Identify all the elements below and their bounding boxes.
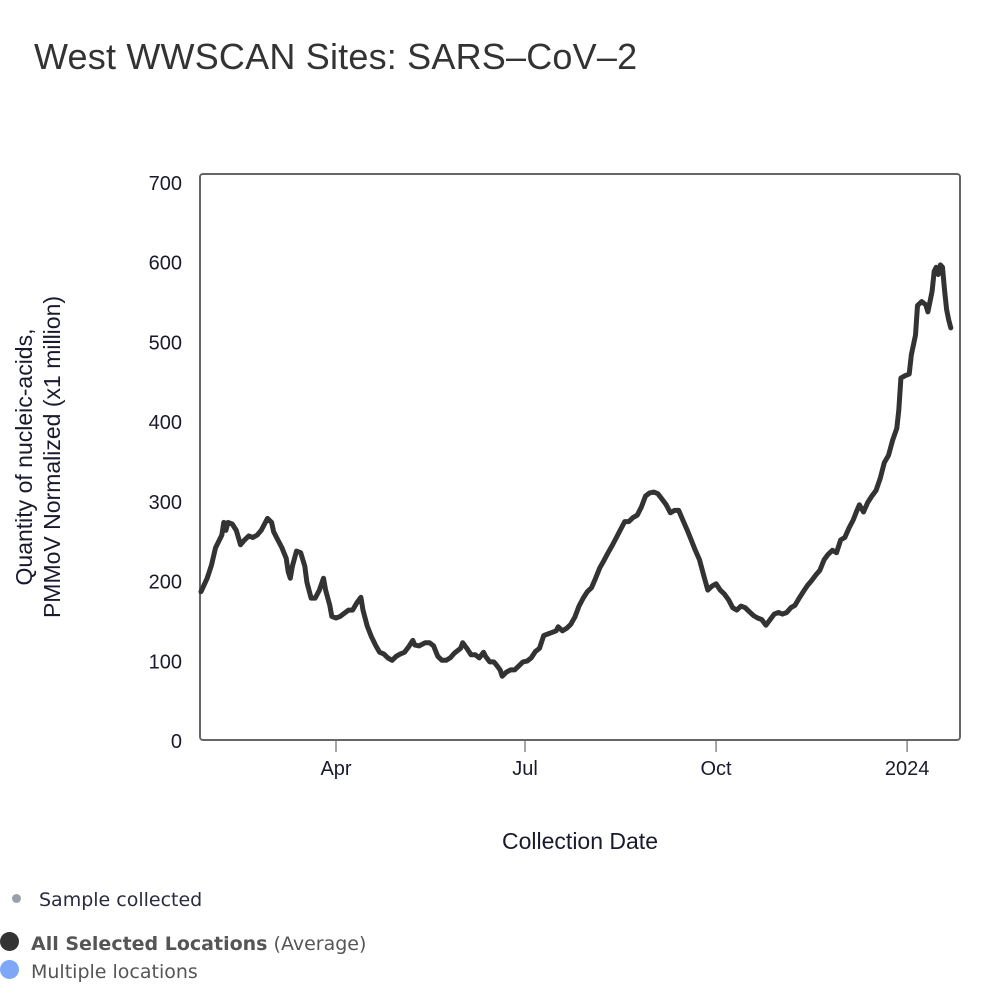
legend-multiple-label: Multiple locations	[31, 961, 198, 983]
x-tick-label: Apr	[320, 758, 351, 780]
legend-average[interactable]: All Selected Locations (Average)	[0, 932, 367, 955]
series-line-all-selected-locations	[198, 262, 954, 679]
y-tick-label: 200	[149, 572, 182, 594]
y-tick-label: 0	[171, 731, 182, 753]
y-axis-title: Quantity of nucleic-acids, PMMoV Normali…	[11, 296, 65, 618]
average-dot-icon	[0, 932, 19, 951]
y-tick-label: 700	[149, 173, 182, 195]
y-axis: 0 100 200 300 400 500 600 700	[149, 173, 182, 753]
x-axis: Apr Jul Oct 2024	[320, 741, 929, 780]
y-axis-title-line-1: Quantity of nucleic-acids,	[11, 329, 37, 586]
y-tick-label: 100	[149, 651, 182, 673]
x-axis-title: Collection Date	[502, 828, 658, 854]
plot-frame	[199, 173, 961, 741]
legend-sample-collected: Sample collected	[12, 889, 202, 911]
legend-multiple-locations[interactable]: Multiple locations	[0, 960, 198, 983]
legend-sample-label: Sample collected	[39, 889, 203, 911]
x-tick-label: 2024	[885, 758, 930, 780]
page-title: West WWSCAN Sites: SARS–CoV–2	[34, 36, 638, 77]
sample-dot-icon	[12, 894, 21, 903]
x-tick-label: Oct	[701, 758, 733, 780]
y-tick-label: 400	[149, 412, 182, 434]
y-tick-label: 300	[149, 492, 182, 514]
legend-average-label: All Selected Locations	[31, 933, 268, 955]
legend-average-suffix: (Average)	[273, 933, 367, 955]
multiple-dot-icon	[0, 960, 19, 979]
y-axis-title-line-2: PMMoV Normalized (x1 million)	[39, 296, 65, 618]
y-tick-label: 600	[149, 253, 182, 275]
chart: 0 100 200 300 400 500 600 700 Apr Jul Oct 2024 Col…	[11, 173, 961, 854]
y-tick-label: 500	[149, 332, 182, 354]
x-tick-label: Jul	[512, 758, 538, 780]
